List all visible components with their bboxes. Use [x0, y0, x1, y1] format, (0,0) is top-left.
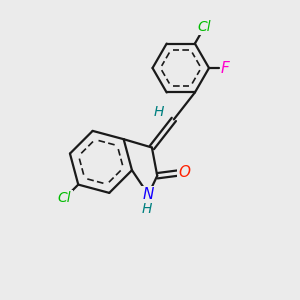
Text: F: F	[221, 61, 230, 76]
Text: H: H	[153, 105, 164, 119]
Text: Cl: Cl	[198, 20, 212, 34]
Text: N: N	[142, 187, 154, 202]
Text: H: H	[142, 202, 152, 216]
Text: O: O	[178, 165, 190, 180]
Text: Cl: Cl	[58, 191, 71, 205]
